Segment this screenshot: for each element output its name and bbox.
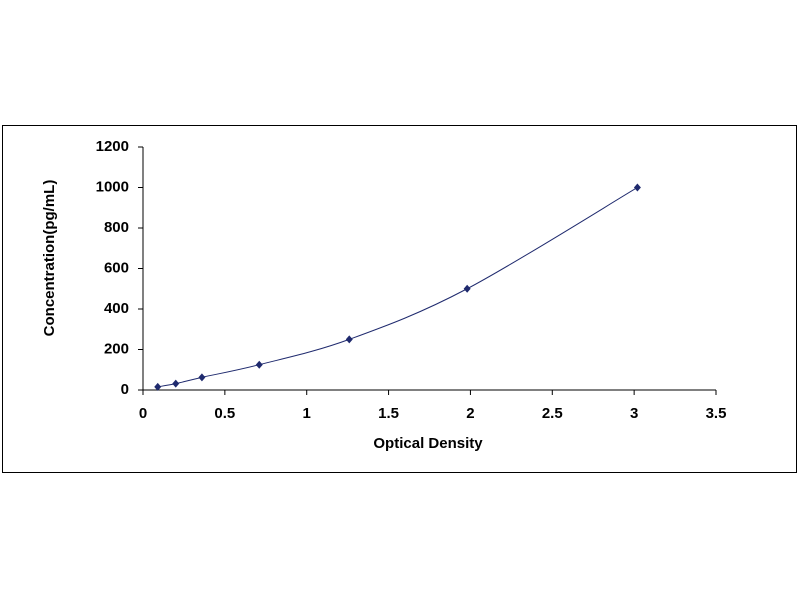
data-point [198, 373, 206, 382]
x-tick-label: 3 [630, 405, 638, 422]
data-point [255, 360, 263, 369]
x-tick-label: 2 [466, 405, 474, 422]
data-point [463, 284, 471, 293]
y-tick-label: 1000 [96, 178, 129, 195]
fit-curve [157, 187, 638, 388]
x-tick-label: 3.5 [706, 405, 727, 422]
x-axis-label: Optical Density [373, 435, 483, 452]
y-axis-label: Concentration(pg/mL) [41, 180, 58, 337]
data-point [172, 379, 180, 388]
x-tick-label: 0.5 [214, 405, 235, 422]
chart-border [2, 125, 797, 473]
x-tick-label: 2.5 [542, 405, 563, 422]
y-tick-label: 600 [104, 259, 129, 276]
x-tick-label: 1 [303, 405, 311, 422]
y-tick-label: 1200 [96, 138, 129, 155]
y-tick-label: 200 [104, 340, 129, 357]
data-point [633, 183, 641, 192]
data-point [345, 335, 353, 344]
y-tick-label: 800 [104, 219, 129, 236]
x-tick-label: 1.5 [378, 405, 399, 422]
y-tick-label: 400 [104, 300, 129, 317]
y-tick-label: 0 [121, 381, 129, 398]
data-point [154, 382, 162, 391]
x-tick-label: 0 [139, 405, 147, 422]
